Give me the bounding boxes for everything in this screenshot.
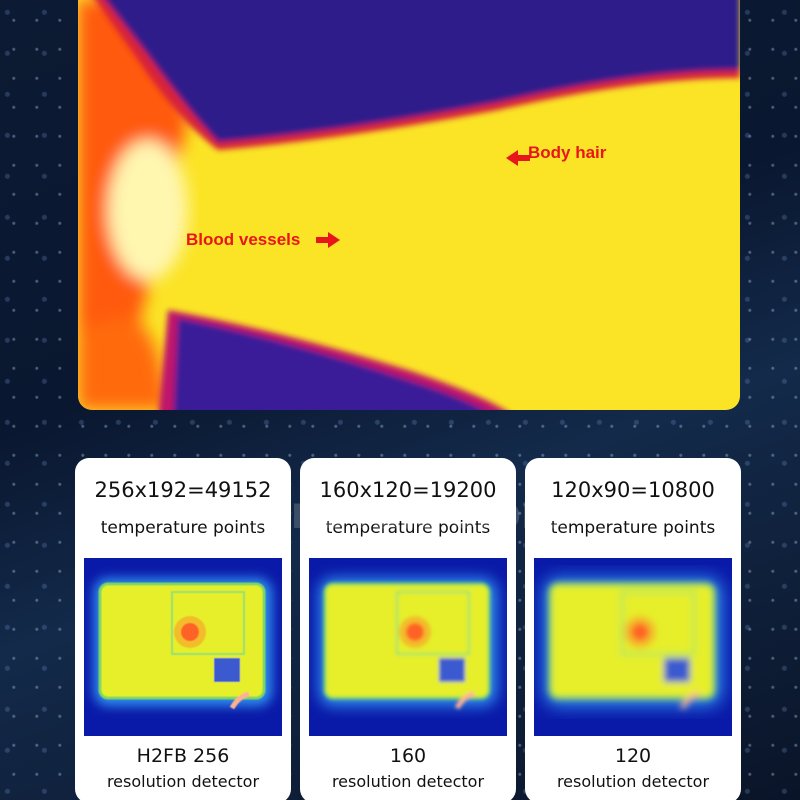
caption: resolution detector bbox=[556, 772, 710, 791]
thermal-picture bbox=[78, 0, 740, 410]
thermal-thumbnail bbox=[534, 558, 732, 736]
model: H2FB 256 bbox=[136, 745, 230, 767]
resolution-card: 256x192=49152 temperature points H2FB 25… bbox=[75, 458, 291, 800]
thermal-thumbnail bbox=[309, 558, 507, 736]
model: 120 bbox=[614, 745, 652, 767]
annotation: Body hair bbox=[528, 143, 607, 162]
resolution: 256x192=49152 bbox=[94, 478, 272, 502]
model: 160 bbox=[389, 745, 427, 767]
unit: temperature points bbox=[550, 518, 716, 538]
resolution-card: 120x90=10800 temperature points 120 reso… bbox=[525, 458, 741, 800]
unit: temperature points bbox=[100, 518, 266, 538]
thermal-image: Body hair Blood vessels bbox=[78, 0, 740, 410]
caption: resolution detector bbox=[106, 772, 260, 791]
resolution: 120x90=10800 bbox=[551, 478, 715, 502]
label-arrows bbox=[316, 150, 530, 248]
resolution: 160x120=19200 bbox=[319, 478, 497, 502]
resolution-card: 160x120=19200 temperature points 160 res… bbox=[300, 458, 516, 800]
caption: resolution detector bbox=[331, 772, 485, 791]
annotation: Blood vessels bbox=[186, 230, 301, 249]
thermal-thumbnail bbox=[84, 558, 282, 736]
unit: temperature points bbox=[325, 518, 491, 538]
